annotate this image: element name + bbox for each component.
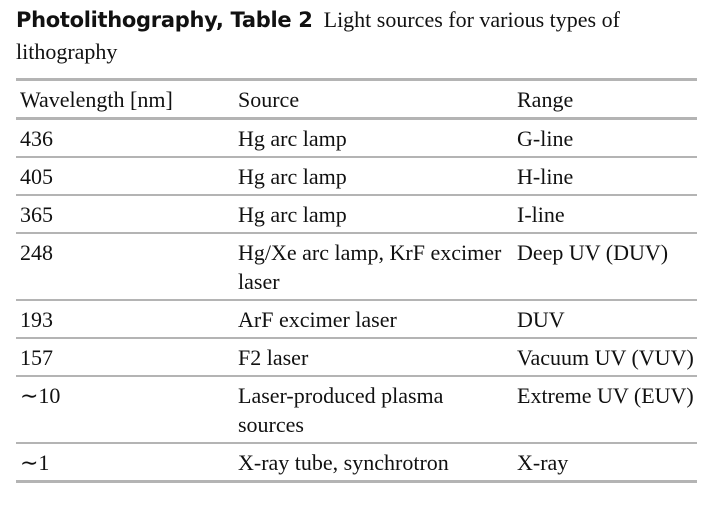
cell-source: X-ray tube, synchrotron	[238, 450, 449, 475]
table-caption: Photolithography, Table 2 Light sources …	[16, 4, 706, 68]
cell-source: F2 laser	[238, 345, 309, 370]
table-caption-text: Light sources for various types of litho…	[16, 7, 620, 64]
cell-range: H-line	[517, 164, 574, 189]
cell-source: Hg arc lamp	[238, 126, 347, 151]
light-sources-table: Wavelength [nm] Source Range 436 Hg arc …	[16, 78, 697, 483]
cell-source: Hg arc lamp	[238, 202, 347, 227]
cell-source: Laser-produced plasma sources	[238, 383, 444, 437]
table-row: 193 ArF excimer laser DUV	[16, 300, 697, 338]
header-source: Source	[238, 87, 300, 112]
table-row: 365 Hg arc lamp I-line	[16, 195, 697, 233]
header-wavelength: Wavelength [nm]	[20, 87, 173, 112]
table-row: ∼1 X-ray tube, synchrotron X-ray	[16, 443, 697, 482]
cell-range: Vacuum UV (VUV)	[517, 345, 694, 370]
table-row: 248 Hg/Xe arc lamp, KrF excimer laser De…	[16, 233, 697, 300]
cell-range: G-line	[517, 126, 574, 151]
cell-range: I-line	[517, 202, 565, 227]
table-caption-label: Photolithography, Table 2	[16, 8, 313, 32]
table-row: 157 F2 laser Vacuum UV (VUV)	[16, 338, 697, 376]
cell-wavelength: 436	[20, 126, 53, 151]
cell-wavelength: 248	[20, 240, 53, 265]
cell-wavelength: ∼1	[20, 450, 50, 475]
table-header: Wavelength [nm] Source Range	[16, 79, 697, 119]
cell-wavelength: 157	[20, 345, 53, 370]
cell-wavelength: ∼10	[20, 383, 61, 408]
table-row: 436 Hg arc lamp G-line	[16, 119, 697, 157]
cell-wavelength: 405	[20, 164, 53, 189]
header-row: Wavelength [nm] Source Range	[16, 79, 697, 119]
cell-source: Hg/Xe arc lamp, KrF excimer laser	[238, 240, 502, 294]
table-row: ∼10 Laser-produced plasma sources Extrem…	[16, 376, 697, 443]
cell-range: DUV	[517, 307, 565, 332]
cell-source: Hg arc lamp	[238, 164, 347, 189]
cell-range: X-ray	[517, 450, 569, 475]
cell-wavelength: 193	[20, 307, 53, 332]
table-container: Wavelength [nm] Source Range 436 Hg arc …	[16, 78, 697, 483]
cell-wavelength: 365	[20, 202, 53, 227]
table-row: 405 Hg arc lamp H-line	[16, 157, 697, 195]
header-range: Range	[517, 87, 574, 112]
cell-source: ArF excimer laser	[238, 307, 397, 332]
cell-range: Extreme UV (EUV)	[517, 383, 694, 408]
cell-range: Deep UV (DUV)	[517, 240, 669, 265]
table-body: 436 Hg arc lamp G-line 405 Hg arc lamp H…	[16, 119, 697, 482]
